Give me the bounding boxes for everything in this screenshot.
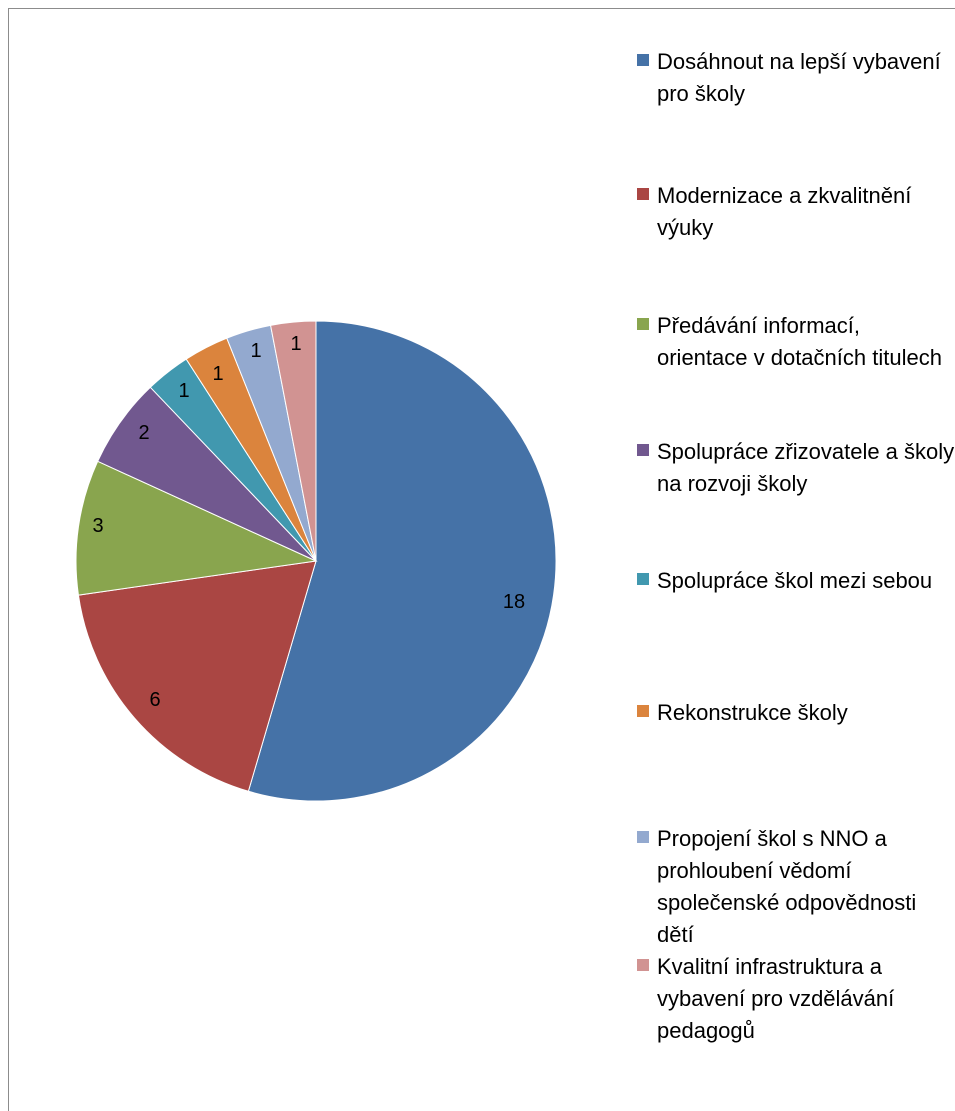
legend-swatch-3 bbox=[637, 318, 649, 330]
legend-item-4: Spolupráce zřizovatele a školy na rozvoj… bbox=[637, 436, 955, 500]
legend-item-7: Propojení škol s NNO a prohloubení vědom… bbox=[637, 823, 955, 951]
slice-value-label-7: 1 bbox=[250, 340, 261, 362]
legend-item-8: Kvalitní infrastruktura a vybavení pro v… bbox=[637, 951, 955, 1047]
slice-value-label-4: 2 bbox=[138, 422, 149, 444]
pie-slice-3 bbox=[75, 460, 318, 596]
legend-swatch-8 bbox=[637, 959, 649, 971]
legend-label-4: Spolupráce zřizovatele a školy na rozvoj… bbox=[657, 439, 955, 496]
legend-swatch-2 bbox=[637, 188, 649, 200]
legend-label-2: Modernizace a zkvalitnění výuky bbox=[657, 183, 912, 240]
legend-item-5: Spolupráce škol mezi sebou bbox=[637, 565, 955, 597]
slice-value-label-5: 1 bbox=[178, 380, 189, 402]
legend-label-7: Propojení škol s NNO a prohloubení vědom… bbox=[657, 826, 917, 947]
legend-swatch-5 bbox=[637, 573, 649, 585]
slice-value-label-6: 1 bbox=[212, 363, 223, 385]
legend-label-6: Rekonstrukce školy bbox=[657, 700, 848, 725]
pie-slice-8 bbox=[269, 320, 317, 562]
legend-swatch-6 bbox=[637, 705, 649, 717]
legend-swatch-1 bbox=[637, 54, 649, 66]
legend-label-5: Spolupráce škol mezi sebou bbox=[657, 568, 933, 593]
chart-frame bbox=[8, 8, 955, 1111]
legend-swatch-4 bbox=[637, 444, 649, 456]
legend-swatch-7 bbox=[637, 831, 649, 843]
slice-value-label-1: 18 bbox=[503, 591, 525, 613]
legend-item-3: Předávání informací, orientace v dotační… bbox=[637, 310, 955, 374]
legend-item-6: Rekonstrukce školy bbox=[637, 697, 955, 729]
legend-label-3: Předávání informací, orientace v dotační… bbox=[657, 313, 942, 370]
slice-value-label-2: 6 bbox=[149, 689, 160, 711]
slice-value-label-8: 1 bbox=[290, 333, 301, 355]
legend-label-1: Dosáhnout na lepší vybavení pro školy bbox=[657, 49, 941, 106]
pie-slice-1 bbox=[247, 320, 557, 802]
pie-slice-2 bbox=[77, 560, 317, 792]
legend-label-8: Kvalitní infrastruktura a vybavení pro v… bbox=[657, 954, 895, 1043]
slice-value-label-3: 3 bbox=[92, 515, 103, 537]
legend-item-2: Modernizace a zkvalitnění výuky bbox=[637, 180, 955, 244]
legend-item-1: Dosáhnout na lepší vybavení pro školy bbox=[637, 46, 955, 110]
